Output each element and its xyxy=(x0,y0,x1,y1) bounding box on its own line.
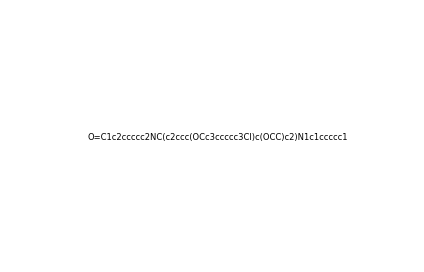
Text: O=C1c2ccccc2NC(c2ccc(OCc3ccccc3Cl)c(OCC)c2)N1c1ccccc1: O=C1c2ccccc2NC(c2ccc(OCc3ccccc3Cl)c(OCC)… xyxy=(87,133,348,142)
